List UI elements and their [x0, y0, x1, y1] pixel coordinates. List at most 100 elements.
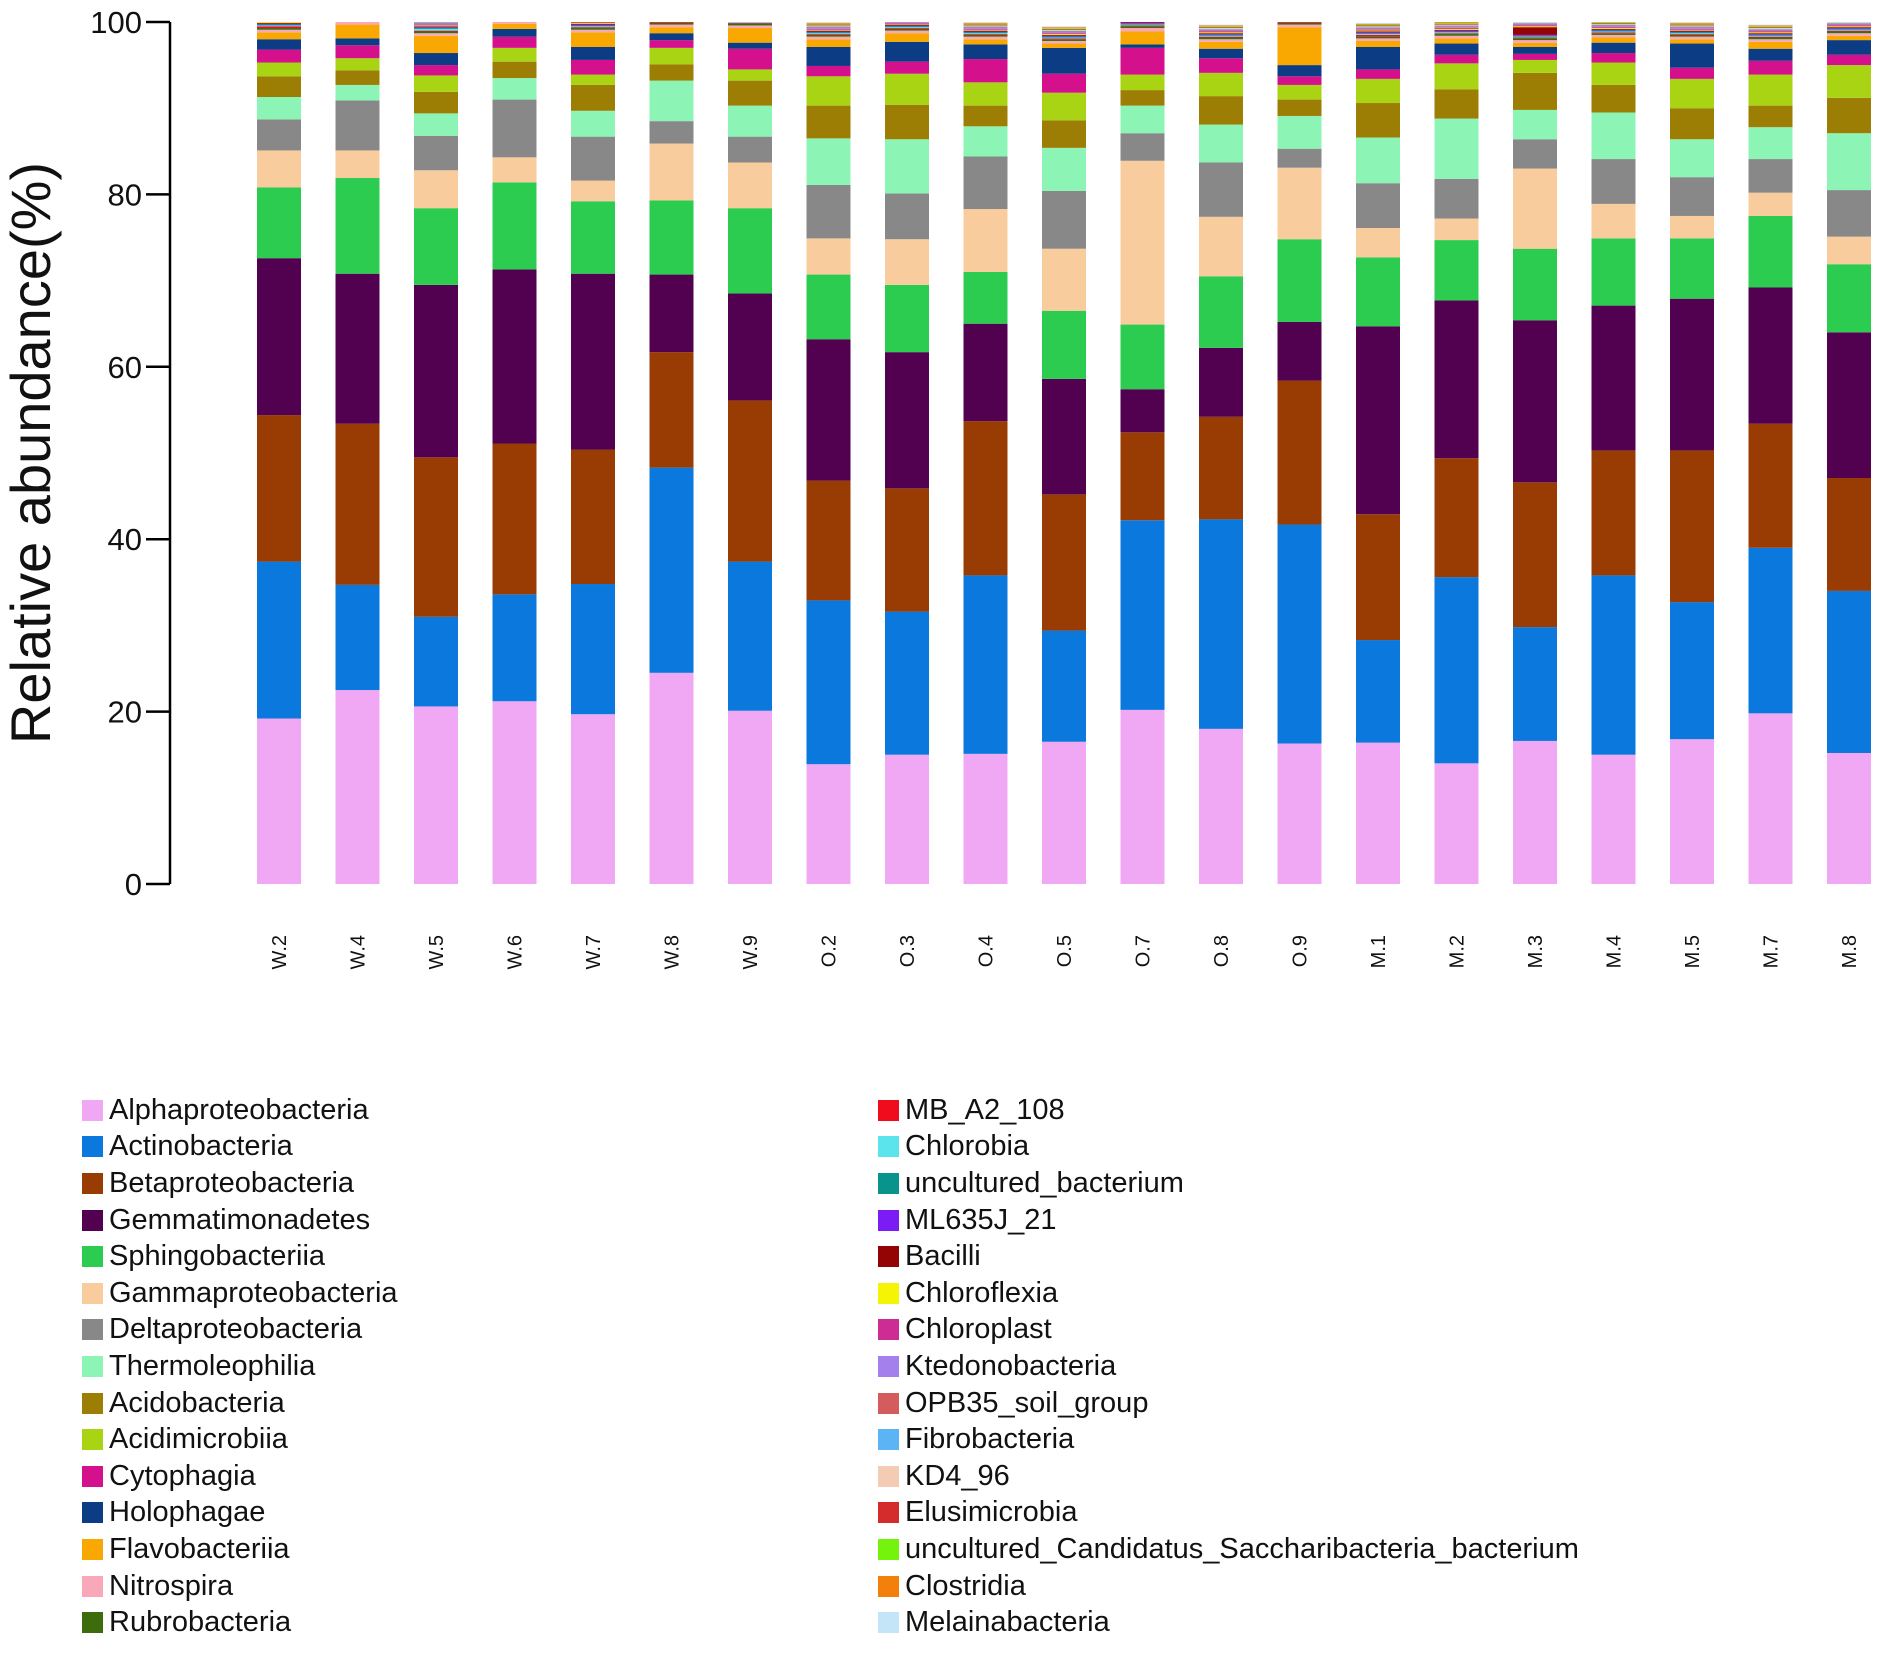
bar-segment: [1670, 215, 1714, 239]
legend-item: OPB35_soil_group: [878, 1385, 1579, 1422]
bar-segment: [1748, 27, 1793, 29]
bar-segment: [1827, 22, 1871, 23]
bar-segment: [1591, 754, 1636, 884]
bar-segment: [1042, 190, 1086, 249]
bar-segment: [335, 58, 380, 71]
legend-swatch: [878, 1502, 899, 1524]
bar-segment: [1199, 32, 1243, 34]
legend-label: Flavobacteriia: [109, 1532, 290, 1565]
bar-segment: [1827, 28, 1871, 30]
bar-segment: [649, 40, 694, 48]
x-tick-label: O.4: [976, 935, 998, 967]
bar-segment: [257, 96, 301, 120]
bar-segment: [1434, 22, 1479, 23]
bar-segment: [649, 24, 694, 28]
bar-segment: [1434, 577, 1479, 764]
x-tick-label: M.4: [1604, 935, 1626, 968]
bar-segment: [1513, 109, 1557, 140]
legend-label: KD4_96: [905, 1459, 1010, 1492]
bar-segment: [806, 26, 851, 28]
bar-segment: [1199, 35, 1243, 37]
bar-segment: [1670, 24, 1714, 26]
bar-segment: [414, 33, 458, 36]
bar-segment: [1434, 300, 1479, 459]
bar-segment: [1434, 28, 1479, 30]
bar-segment: [335, 690, 380, 884]
legend-label: Bacilli: [905, 1240, 981, 1273]
bar-segment: [1748, 28, 1793, 29]
bar-segment: [257, 22, 301, 23]
bar-segment: [963, 59, 1008, 83]
bar-segment: [806, 184, 851, 239]
bar-segment: [1120, 160, 1165, 325]
bar-segment: [571, 59, 615, 75]
bar-segment: [1356, 38, 1400, 41]
bar-segment: [1748, 34, 1793, 36]
bars-group: [257, 22, 1871, 884]
bar-segment: [1670, 78, 1714, 109]
bar-segment: [806, 764, 851, 884]
bar-segment: [1827, 28, 1871, 29]
legend-label: Acidimicrobiia: [109, 1423, 288, 1456]
bar-segment: [414, 706, 458, 884]
bar-segment: [492, 36, 537, 48]
bar-segment: [492, 78, 537, 100]
bar-segment: [1748, 60, 1793, 75]
bar-stack-O.2: [806, 22, 851, 884]
bar-segment: [728, 69, 772, 81]
bar-segment: [806, 28, 851, 30]
bar-segment: [1042, 29, 1086, 31]
bar-segment: [414, 30, 458, 32]
bar-segment: [649, 22, 694, 23]
bar-segment: [1042, 741, 1086, 884]
bar-segment: [1748, 105, 1793, 128]
bar-segment: [1513, 248, 1557, 321]
bar-segment: [1670, 108, 1714, 140]
legend-swatch: [878, 1392, 899, 1414]
bar-segment: [1199, 34, 1243, 35]
bar-segment: [414, 35, 458, 54]
legend-swatch: [878, 1319, 899, 1341]
bar-segment: [806, 36, 851, 40]
bar-segment: [1042, 36, 1086, 38]
bar-segment: [885, 611, 929, 755]
bar-segment: [335, 150, 380, 179]
bar-segment: [1042, 27, 1086, 29]
bar-segment: [1120, 26, 1165, 29]
bar-segment: [1199, 33, 1243, 35]
bar-segment: [1199, 27, 1243, 29]
legend-swatch: [878, 1429, 899, 1451]
bar-segment: [1356, 32, 1400, 34]
bar-segment: [1120, 22, 1165, 24]
bar-segment: [257, 23, 301, 25]
bar-segment: [1670, 36, 1714, 40]
bar-segment: [1042, 120, 1086, 148]
bar-segment: [1827, 33, 1871, 36]
legend-swatch: [878, 1172, 899, 1194]
bar-segment: [1434, 31, 1479, 33]
bar-segment: [1120, 709, 1165, 884]
legend-label: Nitrospira: [109, 1569, 234, 1602]
bar-segment: [1434, 89, 1479, 119]
bar-segment: [1199, 41, 1243, 49]
legend-item: Thermoleophilia: [82, 1348, 398, 1385]
x-tick-label: W.8: [662, 935, 684, 969]
bar-segment: [963, 32, 1008, 34]
bar-segment: [1199, 216, 1243, 277]
bar-segment: [1591, 26, 1636, 28]
bar-segment: [414, 26, 458, 28]
bar-segment: [728, 22, 772, 23]
bar-stack-M.8: [1827, 22, 1871, 884]
bar-segment: [1591, 33, 1636, 35]
bar-segment: [1042, 37, 1086, 39]
bar-segment: [257, 29, 301, 33]
bar-segment: [728, 80, 772, 106]
bar-segment: [963, 34, 1008, 37]
bar-segment: [1120, 25, 1165, 27]
legend-label: Clostridia: [905, 1569, 1026, 1602]
bar-segment: [963, 421, 1008, 576]
bar-segment: [1513, 320, 1557, 483]
legend-item: uncultured_bacterium: [878, 1165, 1579, 1202]
bar-segment: [1356, 26, 1400, 28]
bar-segment: [806, 23, 851, 25]
